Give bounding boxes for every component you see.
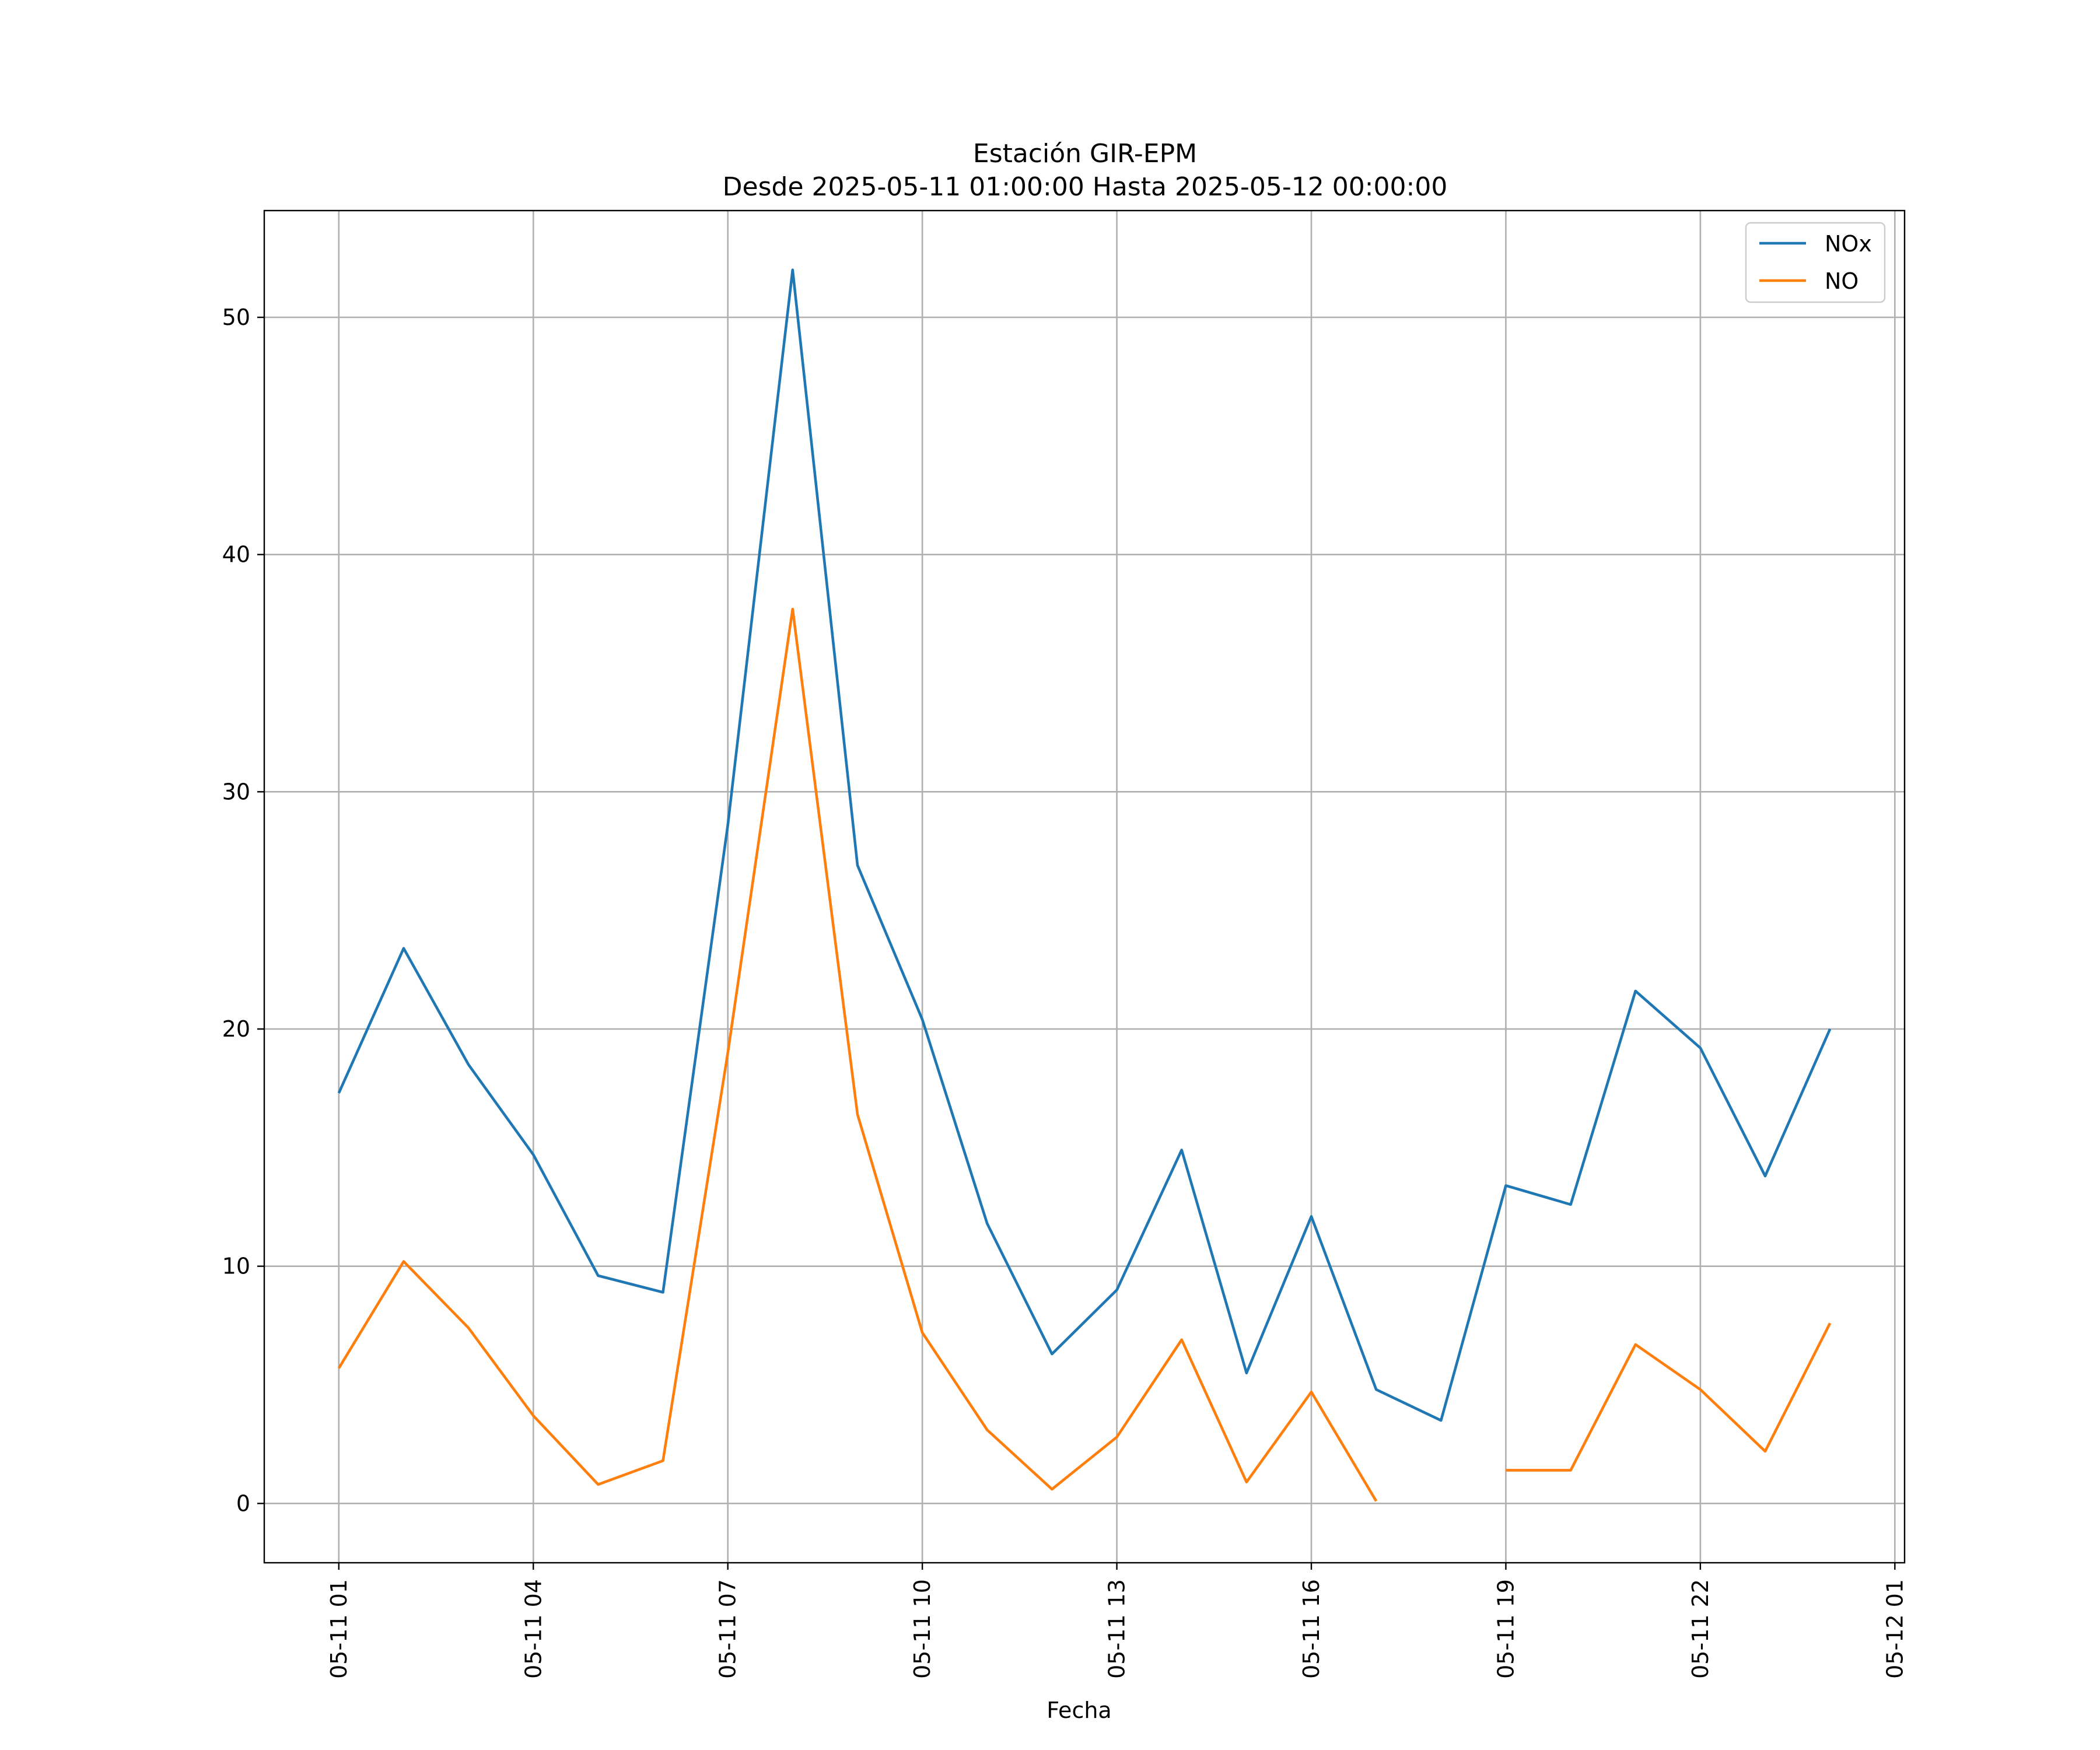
plot-frame [263, 209, 1906, 1564]
chart-title: Estación GIR-EPM [973, 139, 1197, 169]
chart-subtitle: Desde 2025-05-11 01:00:00 Hasta 2025-05-… [723, 172, 1448, 202]
x-tick-label-8: 05-12 01 [1882, 1579, 1908, 1679]
series-line-no [337, 607, 1832, 1502]
grid [264, 211, 1905, 1563]
series-line-nox [337, 268, 1832, 1422]
legend-label-no: NO [1825, 268, 1859, 294]
x-tick-label-0: 05-11 01 [326, 1579, 352, 1679]
x-tick-label-5: 05-11 16 [1298, 1579, 1324, 1679]
x-tick-label-3: 05-11 10 [909, 1579, 935, 1679]
y-tick-label-2: 20 [222, 1016, 250, 1042]
y-tick-label-5: 50 [222, 304, 250, 330]
legend: NOx NO [1745, 222, 1886, 303]
y-tick-label-0: 0 [236, 1490, 250, 1516]
y-tick-label-4: 40 [222, 542, 250, 568]
y-tick-label-3: 30 [222, 779, 250, 804]
x-tick-label-7: 05-11 22 [1688, 1579, 1713, 1679]
x-axis-label: Fecha [1046, 1698, 1111, 1723]
x-axis: 05-11 01 05-11 04 05-11 07 05-11 10 05-11 13… [326, 1563, 1908, 1679]
series-lines [337, 268, 1832, 1502]
x-tick-label-2: 05-11 07 [715, 1579, 741, 1679]
x-tick-label-4: 05-11 13 [1104, 1579, 1130, 1679]
y-tick-label-1: 10 [222, 1254, 250, 1279]
legend-label-nox: NOx [1825, 231, 1872, 257]
x-tick-label-1: 05-11 04 [520, 1579, 546, 1679]
x-tick-label-6: 05-11 19 [1493, 1579, 1518, 1679]
y-axis: 0 10 20 30 40 50 [222, 304, 264, 1516]
